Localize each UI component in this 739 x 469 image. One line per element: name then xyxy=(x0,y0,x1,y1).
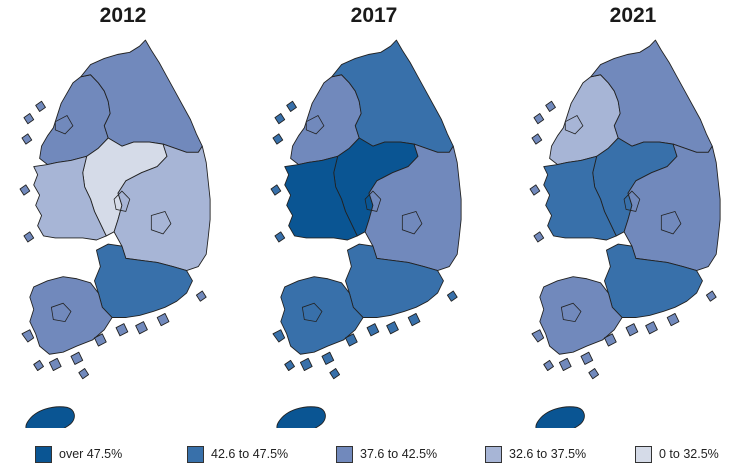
legend-swatch xyxy=(635,446,652,463)
island xyxy=(558,357,572,372)
island xyxy=(78,368,90,380)
island xyxy=(135,321,148,335)
map-title: 2017 xyxy=(350,4,398,27)
island xyxy=(446,290,458,302)
metro-city-boundary xyxy=(301,302,323,323)
region-chungnam xyxy=(543,155,617,241)
korea-map xyxy=(19,39,211,428)
legend-label: over 47.5% xyxy=(59,447,123,461)
island xyxy=(19,184,31,196)
metro-city-boundary xyxy=(401,210,423,235)
island xyxy=(156,312,170,327)
island xyxy=(274,231,286,243)
korea-map xyxy=(529,39,721,428)
island xyxy=(70,351,84,365)
legend-label: 32.6 to 37.5% xyxy=(509,447,587,461)
map-panel-2: 2017 xyxy=(251,0,497,430)
region-jeonnam xyxy=(539,276,623,355)
metro-city-boundary xyxy=(150,210,172,235)
island xyxy=(21,133,33,145)
legend-swatch xyxy=(485,446,502,463)
region-jeju xyxy=(535,406,585,428)
island xyxy=(33,359,44,372)
island xyxy=(270,184,282,196)
map-panel-1: 2012 xyxy=(0,0,246,430)
legend-swatch xyxy=(336,446,353,463)
legend-swatch xyxy=(187,446,204,463)
metro-city-boundary xyxy=(560,302,582,323)
metro-city-boundary xyxy=(623,190,641,212)
map-panel-3: 2021 xyxy=(510,0,739,430)
island xyxy=(666,312,680,327)
region-chungnam xyxy=(33,155,107,241)
island xyxy=(386,321,399,335)
region-jeju xyxy=(25,406,75,428)
island xyxy=(345,333,358,347)
island xyxy=(705,290,717,302)
island xyxy=(94,333,107,347)
map-title: 2012 xyxy=(99,4,147,27)
island xyxy=(533,231,545,243)
metro-city-boundary xyxy=(50,302,72,323)
island xyxy=(531,329,545,343)
island xyxy=(545,100,556,112)
island xyxy=(529,184,541,196)
island xyxy=(21,329,35,343)
region-jeonnam xyxy=(29,276,113,355)
island xyxy=(329,368,341,380)
island xyxy=(272,329,286,343)
island xyxy=(274,113,286,125)
metro-city-boundary xyxy=(660,210,682,235)
metro-city-boundary xyxy=(54,115,74,135)
legend: over 47.5% 42.6 to 47.5% 37.6 to 42.5% 3… xyxy=(0,442,739,468)
island xyxy=(533,113,545,125)
island xyxy=(531,133,543,145)
region-jeju xyxy=(276,406,326,428)
map-title: 2021 xyxy=(609,4,657,27)
island xyxy=(407,312,421,327)
korea-map xyxy=(270,39,462,428)
metro-city-boundary xyxy=(564,115,584,135)
island xyxy=(588,368,600,380)
island xyxy=(299,357,313,372)
island xyxy=(115,323,129,337)
metro-city-boundary xyxy=(364,190,382,212)
island xyxy=(284,359,295,372)
island xyxy=(321,351,335,365)
island xyxy=(23,231,35,243)
region-chungnam xyxy=(284,155,358,241)
legend-label: 42.6 to 47.5% xyxy=(211,447,289,461)
region-jeonnam xyxy=(280,276,364,355)
legend-swatch xyxy=(35,446,52,463)
legend-label: 0 to 32.5% xyxy=(659,447,719,461)
legend-label: 37.6 to 42.5% xyxy=(360,447,438,461)
island xyxy=(580,351,594,365)
island xyxy=(195,290,207,302)
island xyxy=(272,133,284,145)
island xyxy=(625,323,639,337)
metro-city-boundary xyxy=(305,115,325,135)
metro-city-boundary xyxy=(113,190,131,212)
island xyxy=(35,100,46,112)
island xyxy=(48,357,62,372)
island xyxy=(286,100,297,112)
island xyxy=(543,359,554,372)
island xyxy=(604,333,617,347)
island xyxy=(366,323,380,337)
island xyxy=(645,321,658,335)
island xyxy=(23,113,35,125)
